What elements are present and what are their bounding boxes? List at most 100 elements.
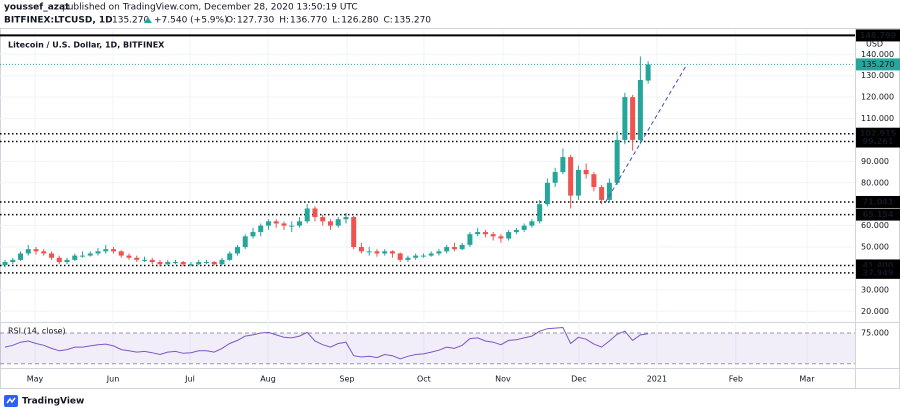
- candle-body: [126, 255, 132, 258]
- candle-body: [583, 169, 589, 175]
- level-tag: [856, 29, 900, 42]
- y-tick-label: 80.000: [861, 178, 889, 187]
- candle-body: [320, 217, 326, 222]
- candle-body: [304, 208, 310, 222]
- candle-body: [64, 259, 70, 263]
- candle-body: [172, 262, 178, 264]
- candle-body: [103, 249, 109, 252]
- candle-body: [389, 251, 395, 254]
- candle-body: [436, 251, 442, 254]
- footer-brand: TradingView: [22, 397, 84, 407]
- candle-body: [467, 234, 473, 245]
- rsi-title: RSI (14, close): [8, 327, 66, 336]
- candle-body: [335, 219, 341, 226]
- x-tick-label: Jun: [106, 375, 120, 384]
- candle-body: [614, 139, 620, 183]
- y-tick-label: 60.000: [861, 221, 889, 230]
- candle-body: [265, 221, 271, 226]
- candle-body: [25, 249, 31, 254]
- ohlc-key: L:: [332, 16, 340, 26]
- candle-body: [428, 253, 434, 256]
- candle-body: [358, 247, 364, 252]
- x-tick-label: Nov: [495, 375, 511, 384]
- ohlc-value: 126.280: [341, 16, 378, 26]
- logo: [4, 395, 18, 407]
- candle-body: [49, 253, 55, 258]
- candle-body: [645, 64, 651, 81]
- candle-body: [560, 157, 566, 173]
- candle-body: [157, 262, 163, 265]
- candle-body: [413, 255, 419, 258]
- level-tag: [856, 266, 900, 279]
- x-tick-label: Dec: [571, 375, 586, 384]
- candle-body: [459, 244, 465, 250]
- candle-body: [606, 182, 612, 200]
- level-label: 37.949: [863, 268, 894, 277]
- candle-body: [180, 262, 186, 265]
- x-tick-label: Sep: [339, 375, 354, 384]
- level-label: 102.915: [860, 129, 897, 138]
- candle-body: [366, 251, 372, 253]
- ohlc-key: H:: [279, 16, 289, 26]
- candle-body: [242, 236, 248, 248]
- rsi-band: [0, 333, 855, 364]
- y-tick-label: 90.000: [861, 157, 889, 166]
- y-tick-label: 20.000: [861, 307, 889, 316]
- publisher: youssef_azat: [4, 3, 70, 13]
- candle-body: [420, 255, 426, 257]
- candle-body: [552, 172, 558, 183]
- candle-body: [343, 217, 349, 220]
- candle-body: [196, 262, 202, 265]
- candle-body: [211, 262, 217, 265]
- candle-body: [312, 208, 318, 218]
- ohlc-value: 136.770: [290, 16, 327, 26]
- candle-body: [149, 259, 155, 263]
- level-label: 99.261: [863, 137, 894, 146]
- x-tick-label: Mar: [799, 375, 815, 384]
- candle-body: [118, 251, 124, 256]
- last-price-tag: [856, 58, 900, 71]
- level-label: 71.041: [863, 197, 894, 206]
- x-tick-label: May: [27, 375, 44, 384]
- level-tag: [856, 195, 900, 208]
- level-label: 41.400: [863, 261, 894, 270]
- up-arrow: [144, 17, 152, 23]
- candle-body: [188, 264, 194, 266]
- level-label: 148.799: [860, 31, 897, 40]
- ohlc-value: 135.270: [394, 16, 431, 26]
- y-tick-label: 110.000: [861, 114, 894, 123]
- candle-body: [56, 257, 62, 263]
- y-tick-label: 50.000: [861, 243, 889, 252]
- candle-body: [397, 253, 403, 260]
- candle-body: [382, 251, 388, 254]
- candle-body: [203, 262, 209, 264]
- candle-body: [250, 232, 256, 237]
- candle-body: [134, 257, 140, 260]
- level-label: 65.154: [863, 210, 894, 219]
- symbol: BITFINEX:LTCUSD, 1D: [4, 16, 113, 26]
- currency: USD: [866, 40, 883, 49]
- candle-body: [80, 255, 86, 257]
- last-price-label: 135.270: [861, 60, 894, 69]
- candle-body: [142, 259, 148, 261]
- y-tick-label: 30.000: [861, 285, 889, 294]
- candle-body: [33, 249, 39, 252]
- candle-body: [498, 236, 504, 239]
- y-tick-label: 130.000: [861, 71, 894, 80]
- last-value: 135.270: [112, 16, 149, 26]
- rsi-tick-label: 75.000: [861, 329, 889, 338]
- candle-body: [405, 257, 411, 260]
- candle-body: [568, 157, 574, 196]
- y-tick-label: 140.000: [861, 50, 894, 59]
- candle-body: [575, 169, 581, 196]
- level-tag: [856, 208, 900, 221]
- x-tick-label: Aug: [260, 375, 276, 384]
- x-tick-label: Feb: [729, 375, 743, 384]
- candle-body: [87, 253, 93, 256]
- candle-body: [234, 247, 240, 254]
- candle-body: [296, 221, 302, 226]
- candle-body: [327, 221, 333, 226]
- level-tag: [856, 135, 900, 148]
